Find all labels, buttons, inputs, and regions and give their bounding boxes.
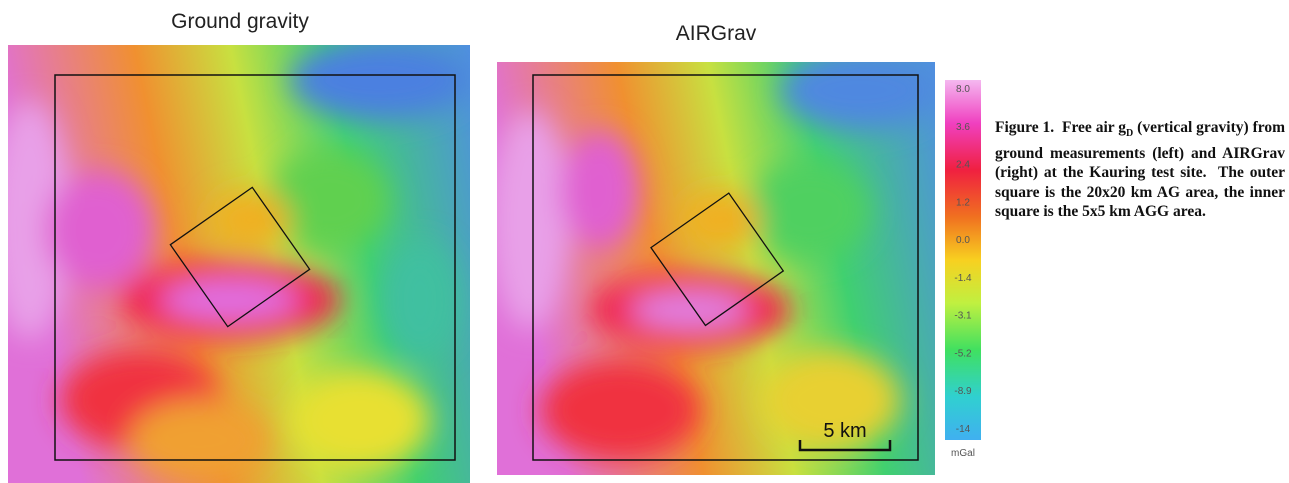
colorbar-label: -1.4 [954, 273, 972, 284]
colorbar-label: -3.1 [954, 311, 972, 322]
figure: Ground gravity AIRGrav [0, 0, 990, 483]
colorbar-label: 3.6 [956, 122, 970, 133]
caption-lead: Figure 1. Free air g [995, 119, 1126, 136]
colorbar-label: 1.2 [956, 197, 970, 208]
scale-label: 5 km [823, 420, 866, 442]
airgrav-map [490, 50, 940, 475]
colorbar-label: 8.0 [956, 84, 970, 95]
colorbar-label: -8.9 [954, 386, 972, 397]
ground-gravity-map [0, 40, 470, 483]
colorbar-label: 2.4 [956, 160, 970, 171]
panel-title: Ground gravity [171, 10, 309, 33]
colorbar-label: -14 [956, 424, 971, 435]
panel-title: AIRGrav [676, 22, 757, 45]
colorbar-label: -5.2 [954, 348, 972, 359]
colorbar-label: 0.0 [956, 235, 970, 246]
page: Ground gravity AIRGrav [0, 0, 1289, 483]
caption: Figure 1. Free air gD (vertical gravity)… [995, 118, 1285, 222]
colorbar-unit: mGal [951, 448, 975, 459]
